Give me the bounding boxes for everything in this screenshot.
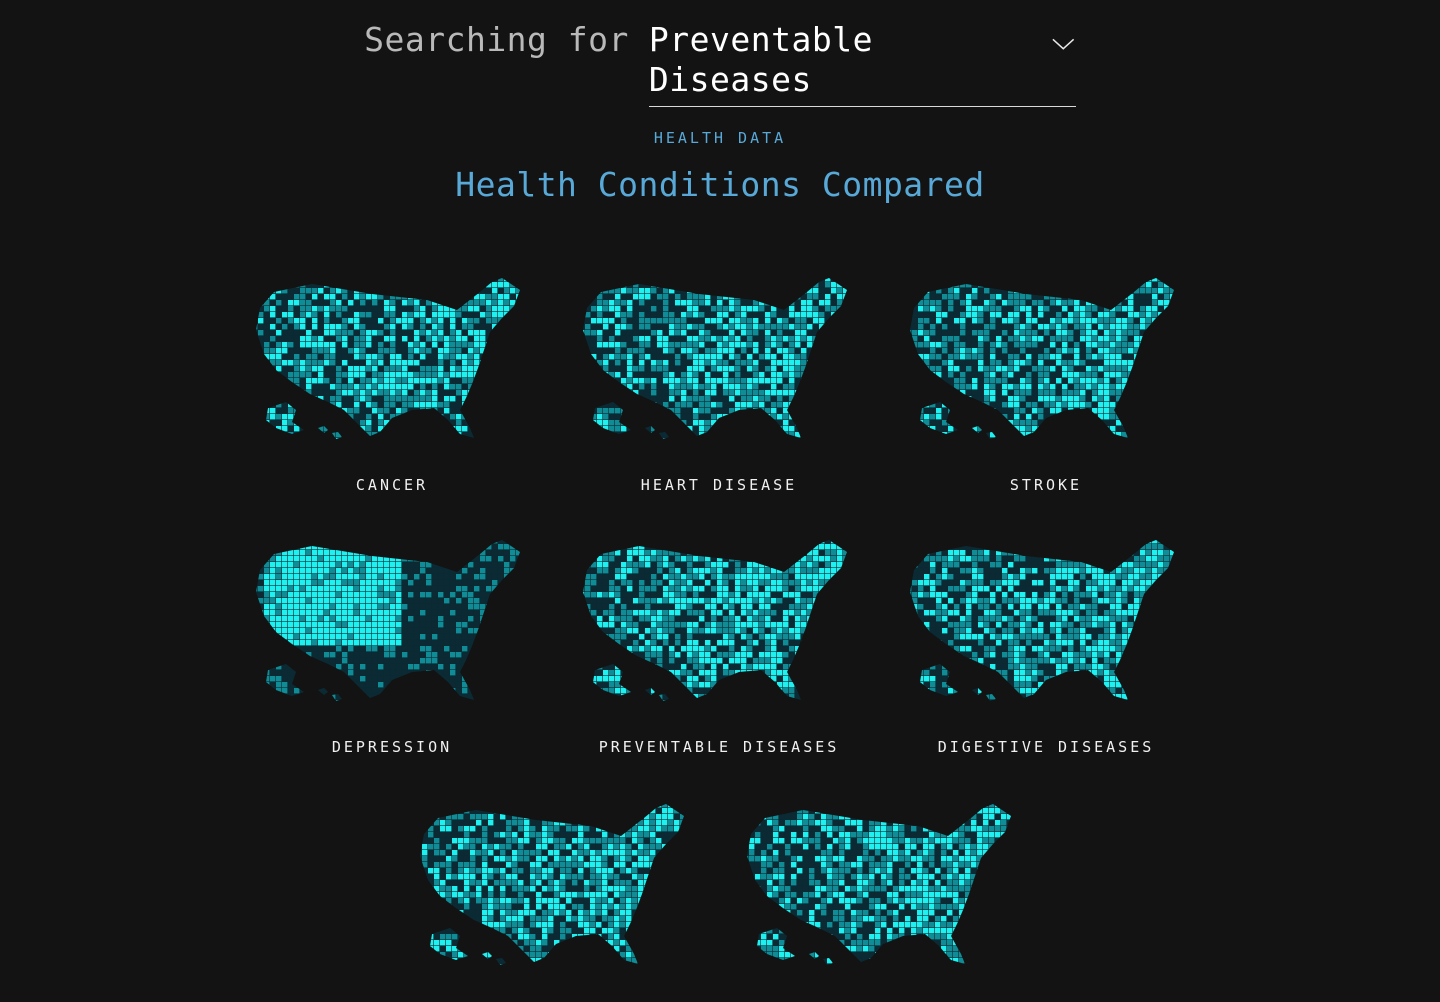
search-prefix: Searching for	[364, 20, 629, 60]
us-map-icon	[579, 270, 859, 450]
map-card-8[interactable]	[733, 796, 1033, 1002]
map-label: DEPRESSION	[242, 738, 542, 756]
condition-dropdown-value: Preventable Diseases	[649, 20, 1033, 100]
us-map-icon	[416, 796, 696, 976]
map-card-7[interactable]	[406, 796, 706, 1002]
condition-dropdown[interactable]: Preventable Diseases	[649, 20, 1076, 107]
map-card-cancer[interactable]: CANCER	[242, 270, 542, 494]
map-card-preventable-diseases[interactable]: PREVENTABLE DISEASES	[569, 532, 869, 756]
map-label: STROKE	[896, 476, 1196, 494]
us-map-icon	[252, 532, 532, 712]
chevron-down-icon	[1051, 36, 1076, 52]
section-title: Health Conditions Compared	[0, 165, 1440, 204]
map-card-depression[interactable]: DEPRESSION	[242, 532, 542, 756]
us-map-icon	[252, 270, 532, 450]
section-eyebrow: HEALTH DATA	[0, 129, 1440, 147]
search-bar: Searching for Preventable Diseases	[0, 20, 1440, 107]
map-card-digestive-diseases[interactable]: DIGESTIVE DISEASES	[896, 532, 1196, 756]
map-label: HEART DISEASE	[569, 476, 869, 494]
us-map-icon	[906, 270, 1186, 450]
map-label: DIGESTIVE DISEASES	[896, 738, 1196, 756]
us-map-icon	[743, 796, 1023, 976]
map-card-stroke[interactable]: STROKE	[896, 270, 1196, 494]
map-label: CANCER	[242, 476, 542, 494]
map-card-heart-disease[interactable]: HEART DISEASE	[569, 270, 869, 494]
map-label: PREVENTABLE DISEASES	[569, 738, 869, 756]
us-map-icon	[579, 532, 859, 712]
us-map-icon	[906, 532, 1186, 712]
